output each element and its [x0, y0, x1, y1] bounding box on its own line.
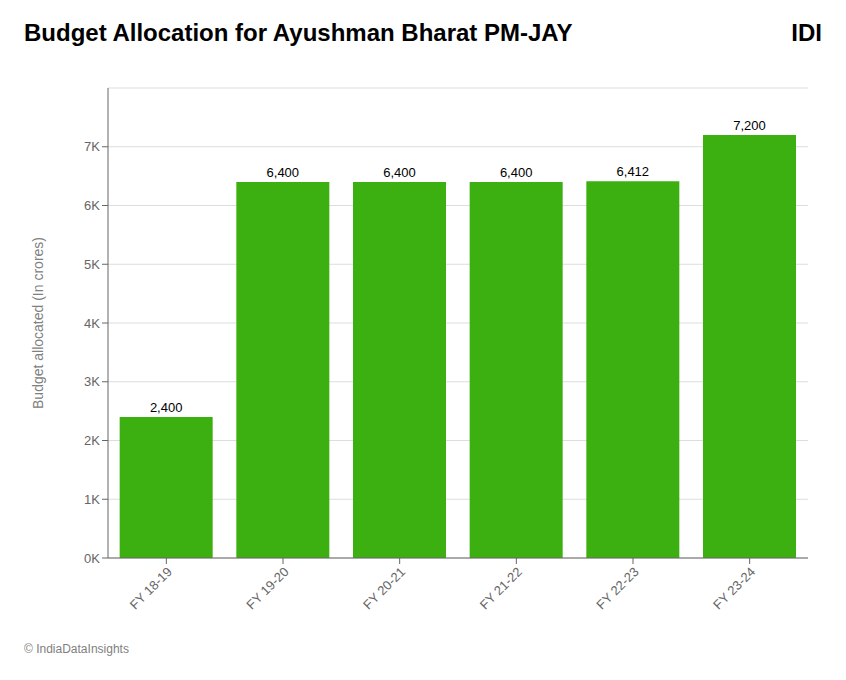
svg-text:2,400: 2,400	[150, 400, 183, 415]
svg-text:2K: 2K	[84, 433, 100, 448]
svg-text:3K: 3K	[84, 374, 100, 389]
svg-text:FY 21-22: FY 21-22	[477, 564, 525, 612]
svg-text:0K: 0K	[84, 551, 100, 566]
html-text:IDI: IDI	[791, 19, 822, 46]
svg-text:Budget allocated (In crores): Budget allocated (In crores)	[30, 237, 46, 409]
svg-text:6K: 6K	[84, 198, 100, 213]
svg-text:6,412: 6,412	[617, 164, 650, 179]
svg-text:5K: 5K	[84, 257, 100, 272]
svg-text:FY 18-19: FY 18-19	[127, 564, 175, 612]
svg-text:6,400: 6,400	[267, 165, 300, 180]
svg-text:FY 19-20: FY 19-20	[243, 564, 291, 612]
svg-text:FY 22-23: FY 22-23	[593, 564, 641, 612]
svg-text:1K: 1K	[84, 492, 100, 507]
svg-text:7,200: 7,200	[733, 118, 766, 133]
svg-text:6,400: 6,400	[500, 165, 533, 180]
svg-text:FY 20-21: FY 20-21	[360, 564, 408, 612]
svg-text:4K: 4K	[84, 316, 100, 331]
html-text:Budget Allocation for Ayushman: Budget Allocation for Ayushman Bharat PM…	[24, 19, 573, 46]
svg-text:FY 23-24: FY 23-24	[710, 564, 758, 612]
svg-text:7K: 7K	[84, 139, 100, 154]
svg-text:6,400: 6,400	[383, 165, 416, 180]
html-text:© IndiaDataInsights: © IndiaDataInsights	[24, 642, 129, 656]
